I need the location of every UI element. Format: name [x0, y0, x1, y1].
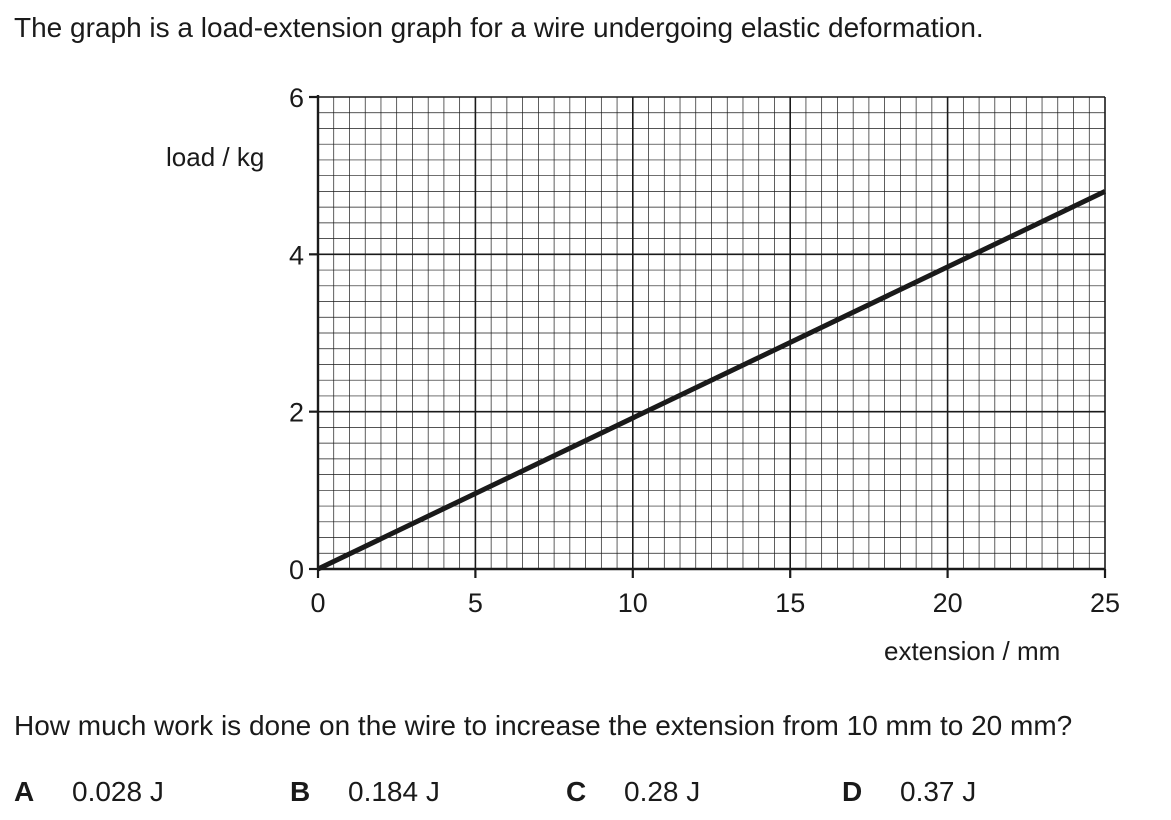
- option-text: 0.28 J: [624, 776, 701, 807]
- y-axis-label: load / kg: [166, 142, 265, 172]
- option-text: 0.028 J: [72, 776, 164, 807]
- x-axis-label: extension / mm: [884, 636, 1061, 666]
- x-tick-label: 25: [1090, 588, 1120, 618]
- load-extension-line: [316, 189, 1107, 572]
- option-d[interactable]: D 0.37 J: [842, 776, 976, 808]
- answer-options: A 0.028 J B 0.184 J C 0.28 J D 0.37 J: [14, 776, 1164, 810]
- x-tick-label: 0: [310, 588, 325, 618]
- option-letter: B: [290, 776, 311, 807]
- option-text: 0.37 J: [900, 776, 977, 807]
- option-b[interactable]: B 0.184 J: [290, 776, 440, 808]
- option-letter: C: [566, 776, 587, 807]
- y-tick-label: 0: [289, 555, 304, 585]
- option-text: 0.184 J: [348, 776, 440, 807]
- y-tick-label: 6: [289, 83, 304, 113]
- x-tick-label: 5: [468, 588, 483, 618]
- question-prompt: How much work is done on the wire to inc…: [14, 710, 1073, 741]
- option-a[interactable]: A 0.028 J: [14, 776, 164, 808]
- load-extension-chart: 0 5 10 15 20 25 0 2 4 6: [289, 83, 1120, 618]
- x-tick-label: 20: [933, 588, 963, 618]
- y-tick-label: 4: [289, 240, 304, 270]
- option-letter: A: [14, 776, 35, 807]
- x-tick-label: 15: [775, 588, 805, 618]
- y-tick-label: 2: [289, 398, 304, 428]
- option-c[interactable]: C 0.28 J: [566, 776, 700, 808]
- option-letter: D: [842, 776, 863, 807]
- question-intro: The graph is a load-extension graph for …: [14, 12, 984, 43]
- x-tick-label: 10: [618, 588, 648, 618]
